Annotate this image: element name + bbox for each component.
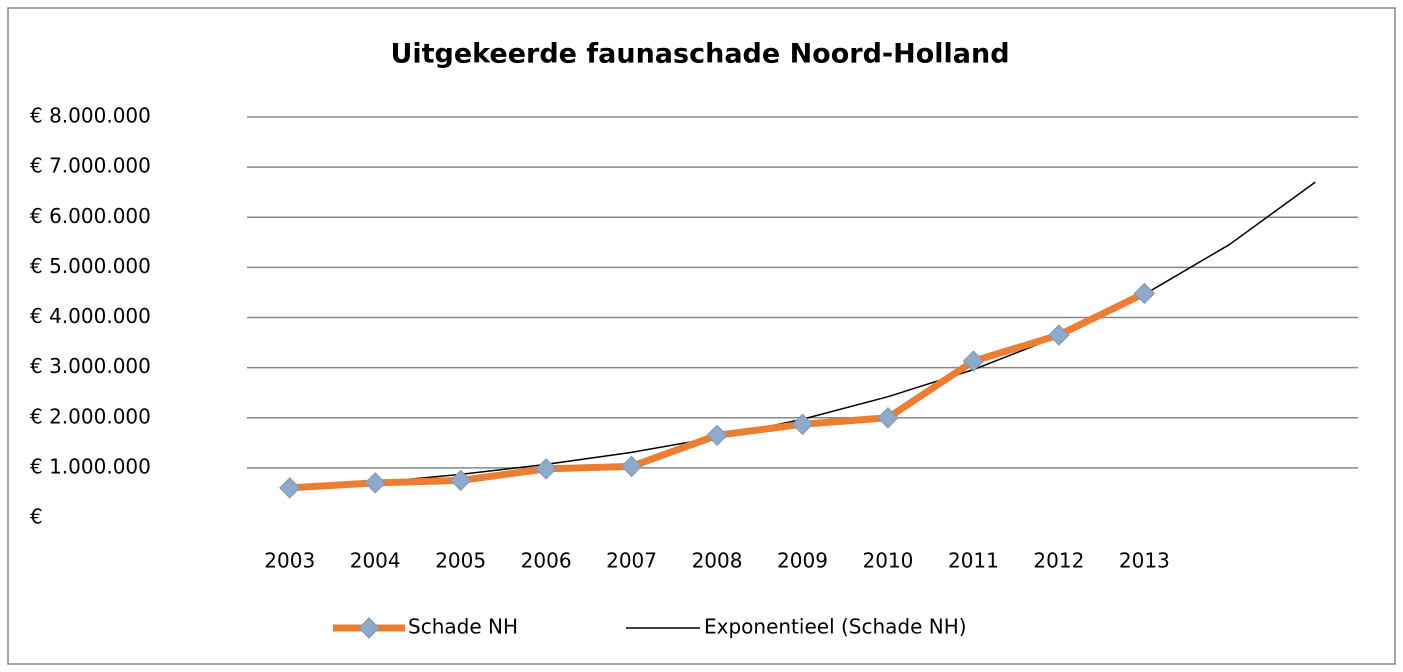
x-tick-label: 2009 — [777, 549, 828, 573]
marker — [791, 413, 814, 435]
legend-label: Schade NH — [408, 615, 518, 639]
x-tick-label: 2007 — [606, 549, 657, 573]
x-tick-label: 2006 — [521, 549, 572, 573]
y-tick-label: € 8.000.000 — [30, 104, 151, 128]
marker — [962, 350, 985, 372]
y-tick-label: € 4.000.000 — [30, 304, 151, 328]
marker — [1048, 324, 1070, 346]
y-tick-label: € 3.000.000 — [30, 354, 151, 378]
x-tick-label: 2011 — [948, 549, 999, 573]
x-tick-label: 2013 — [1119, 549, 1170, 573]
legend-marker — [358, 617, 380, 639]
y-tick-label: € 6.000.000 — [30, 204, 151, 228]
y-tick-label: € — [30, 505, 43, 529]
x-tick-label: 2010 — [863, 549, 914, 573]
x-tick-label: 2003 — [264, 549, 315, 573]
marker — [535, 458, 557, 480]
y-tick-label: € 2.000.000 — [30, 404, 151, 428]
y-tick-label: € 1.000.000 — [30, 454, 151, 478]
marker — [620, 455, 643, 478]
marker — [364, 472, 386, 494]
marker — [706, 424, 728, 447]
marker — [877, 407, 899, 429]
marker — [449, 469, 472, 492]
x-tick-label: 2005 — [435, 549, 486, 573]
marker — [279, 477, 301, 499]
x-tick-label: 2012 — [1033, 549, 1084, 573]
chart-title: Uitgekeerde faunaschade Noord-Holland — [390, 39, 1009, 70]
marker — [1133, 282, 1156, 305]
x-tick-label: 2008 — [692, 549, 743, 573]
x-tick-label: 2004 — [350, 549, 401, 573]
y-tick-label: € 7.000.000 — [30, 154, 151, 178]
legend-label: Exponentieel (Schade NH) — [704, 615, 967, 639]
y-tick-label: € 5.000.000 — [30, 254, 151, 278]
